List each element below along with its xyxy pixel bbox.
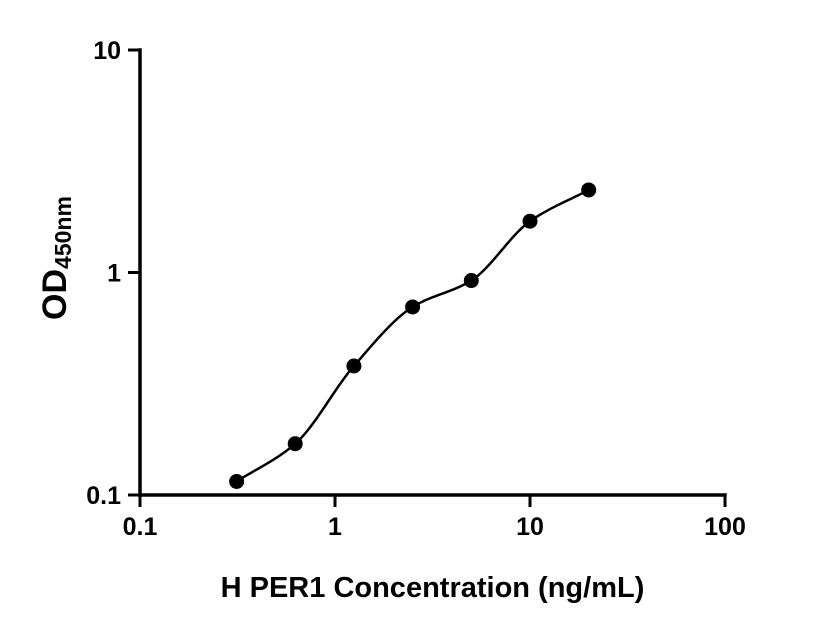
x-axis-tick-label: 100 xyxy=(704,513,746,541)
fit-curve xyxy=(235,188,590,483)
data-point xyxy=(522,213,538,229)
data-point xyxy=(287,436,303,452)
axis-lines xyxy=(138,48,727,497)
y-axis-tick-label: 1 xyxy=(107,260,121,288)
y-axis-tick-label: 0.1 xyxy=(86,482,121,510)
x-axis-tick-label: 0.1 xyxy=(123,513,158,541)
x-axis-title: H PER1 Concentration (ng/mL) xyxy=(220,572,645,604)
y-axis-tick-label: 10 xyxy=(93,37,121,65)
data-point xyxy=(463,273,479,289)
data-point xyxy=(581,182,597,198)
data-point xyxy=(405,299,421,315)
data-point xyxy=(229,473,245,489)
y-axis-title: OD450nm xyxy=(31,78,79,438)
y-axis-title-main: OD xyxy=(36,268,74,320)
x-axis-tick-label: 1 xyxy=(328,513,342,541)
x-axis-tick-label: 10 xyxy=(516,513,544,541)
y-axis-title-subscript: 450nm xyxy=(50,196,76,269)
data-point xyxy=(346,358,362,374)
